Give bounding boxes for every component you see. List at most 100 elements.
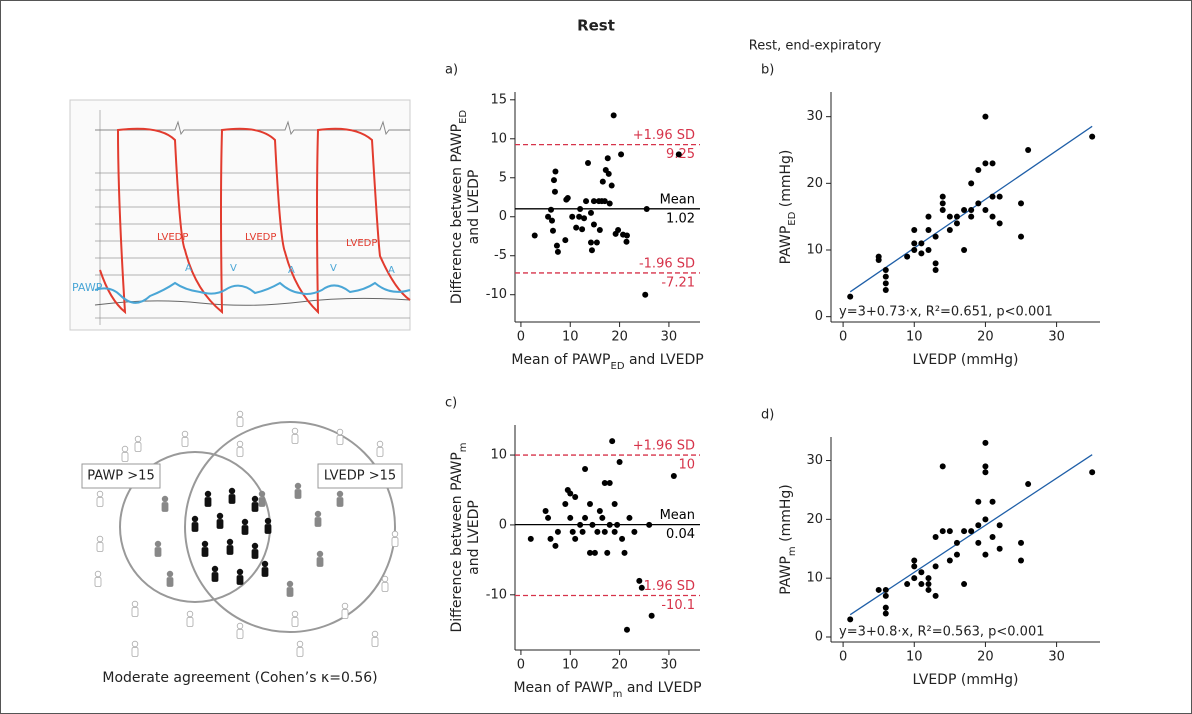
data-point [925, 575, 932, 582]
data-point [882, 273, 889, 280]
data-point [968, 528, 975, 535]
data-point [626, 514, 633, 521]
data-point [601, 198, 608, 205]
reference-label: +1.96 SD [633, 128, 695, 143]
data-point [621, 549, 628, 556]
data-point [847, 293, 854, 300]
person-icon [236, 410, 244, 418]
person-icon [131, 600, 139, 608]
fit-annotation: y=3+0.8·x, R²=0.563, p<0.001 [839, 625, 1045, 640]
person-icon [381, 575, 389, 583]
data-point [939, 463, 946, 470]
person-icon [371, 630, 379, 638]
x-axis-label: LVEDP (mmHg) [913, 672, 1019, 688]
trace-label: LVEDP [157, 232, 188, 243]
data-point [587, 239, 594, 246]
data-point [968, 180, 975, 187]
y-tick-label: 0 [499, 517, 507, 532]
x-axis-label: Mean of PAWPED and LVEDP [511, 352, 703, 372]
data-point [904, 253, 911, 260]
data-point [975, 167, 982, 173]
x-axis-label: Mean of PAWPm and LVEDP [513, 680, 701, 700]
person-icon [336, 490, 344, 498]
data-point [882, 287, 889, 293]
data-point [882, 592, 889, 599]
data-point [932, 563, 939, 570]
person-icon [316, 557, 324, 567]
person-icon [261, 567, 269, 577]
data-point [982, 516, 989, 523]
person-icon [134, 442, 142, 452]
data-point [545, 213, 552, 220]
person-icon [216, 512, 224, 520]
y-tick-label: 0 [499, 209, 507, 224]
data-point [989, 160, 996, 167]
data-point [572, 493, 579, 500]
person-icon [236, 447, 244, 457]
person-icon [236, 568, 244, 576]
person-icon [226, 538, 234, 546]
y-tick-label: 20 [806, 176, 823, 191]
data-point [1025, 147, 1032, 153]
data-point [882, 586, 889, 593]
data-point [996, 193, 1003, 200]
data-point [606, 521, 613, 528]
data-point [551, 188, 558, 195]
data-point [1018, 539, 1025, 546]
person-icon [291, 610, 299, 618]
person-icon [294, 482, 302, 490]
label-part: (mmHg) [778, 484, 794, 546]
person-icon [371, 637, 379, 647]
person-icon [131, 607, 139, 617]
reference-value: 1.02 [666, 211, 695, 226]
data-point [581, 215, 588, 222]
person-icon [226, 545, 234, 555]
data-point [608, 182, 615, 189]
person-icon [241, 518, 249, 526]
venn-diagram: PAWP >15 LVEDP >15 Moderate agreement (C… [81, 410, 403, 686]
data-point [604, 549, 611, 556]
data-point [911, 240, 918, 247]
label-subscript: m [613, 689, 623, 700]
person-icon [211, 572, 219, 582]
data-point [599, 178, 606, 185]
x-tick-label: 30 [1048, 330, 1065, 345]
data-point [552, 168, 559, 175]
person-icon [258, 497, 266, 507]
data-point [875, 586, 882, 593]
data-point [961, 247, 968, 253]
data-point [975, 498, 982, 505]
data-point [604, 155, 611, 162]
data-point [939, 193, 946, 200]
person-icon [286, 587, 294, 597]
wave-label: V [330, 263, 337, 274]
data-point [932, 233, 939, 240]
data-point [1018, 233, 1025, 240]
person-icon [291, 427, 299, 435]
label-subscript: ED [458, 110, 469, 124]
x-tick-label: 0 [839, 650, 847, 665]
data-point [982, 463, 989, 470]
data-point [638, 584, 645, 591]
data-point [961, 581, 968, 588]
data-point [606, 200, 613, 207]
fit-annotation: y=3+0.73·x, R²=0.651, p<0.001 [839, 305, 1053, 320]
data-point [527, 535, 534, 542]
venn-label: PAWP >15 [87, 469, 154, 484]
person-icon [96, 497, 104, 507]
data-point [939, 528, 946, 535]
y-tick-label: 15 [490, 92, 507, 107]
x-tick-label: 10 [906, 650, 923, 665]
reference-label: Mean [660, 192, 695, 207]
person-icon [341, 602, 349, 610]
data-point [1089, 469, 1096, 476]
data-point [946, 213, 953, 220]
data-point [918, 240, 925, 247]
data-point [588, 247, 595, 254]
data-point [925, 213, 932, 220]
person-icon [216, 519, 224, 529]
data-point [611, 500, 618, 507]
y-axis-label: and LVEDP [466, 170, 482, 245]
person-icon [336, 428, 344, 436]
data-point [582, 514, 589, 521]
